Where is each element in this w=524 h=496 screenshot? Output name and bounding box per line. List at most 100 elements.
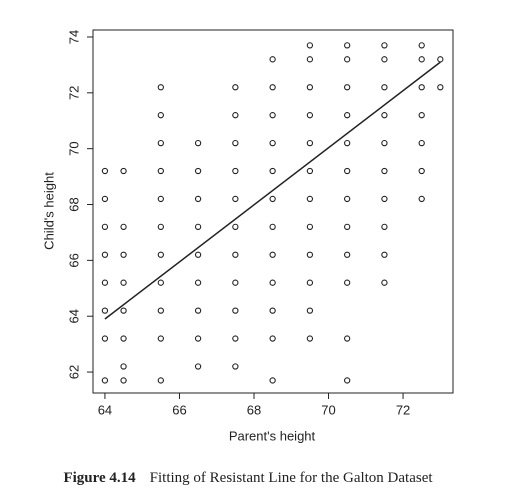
y-tick-label: 74 (66, 30, 81, 44)
point (120, 223, 127, 231)
point (437, 84, 444, 91)
point (306, 112, 314, 119)
point (194, 307, 202, 314)
point (269, 279, 276, 286)
point (306, 223, 314, 231)
point (120, 251, 127, 258)
point (344, 42, 351, 49)
point (344, 335, 351, 342)
point (344, 279, 351, 286)
plot-frame (92, 29, 454, 394)
point (306, 84, 314, 91)
point (418, 167, 425, 175)
point (381, 112, 388, 119)
point (306, 139, 314, 147)
point (232, 279, 239, 286)
point (344, 56, 351, 63)
point (306, 335, 314, 342)
point (157, 139, 164, 147)
point (157, 307, 164, 314)
point (306, 279, 314, 286)
point (381, 42, 388, 49)
point (269, 167, 276, 175)
point (157, 84, 164, 91)
point (101, 307, 109, 314)
point (157, 112, 164, 119)
point (344, 84, 351, 91)
point (101, 167, 109, 175)
point (269, 56, 276, 63)
x-axis-label: Parent's height (229, 428, 316, 443)
point (157, 335, 164, 342)
point (157, 251, 164, 258)
point (344, 223, 351, 231)
point (232, 335, 239, 342)
point (269, 195, 276, 203)
fit-line (104, 61, 441, 320)
point (194, 139, 202, 147)
point (344, 377, 351, 384)
point (344, 139, 351, 147)
point (157, 195, 164, 203)
point (194, 223, 202, 231)
point (120, 335, 127, 342)
y-tick-label: 64 (66, 309, 81, 323)
point (101, 195, 109, 203)
point (418, 56, 425, 63)
point (157, 223, 164, 231)
point (101, 223, 109, 231)
point (269, 223, 276, 231)
point (344, 195, 351, 203)
y-tick-label: 62 (66, 365, 81, 379)
point (381, 251, 388, 258)
caption-label: Figure 4.14 (63, 470, 136, 486)
point (120, 377, 127, 384)
x-tick-label: 72 (396, 402, 410, 417)
point (101, 251, 109, 258)
point (101, 335, 109, 342)
point (306, 251, 314, 258)
point (232, 223, 239, 231)
point (306, 167, 314, 175)
point (232, 195, 239, 203)
point (157, 377, 164, 384)
x-tick-label: 68 (247, 402, 261, 417)
point (381, 195, 388, 203)
point (418, 139, 425, 147)
point (344, 167, 351, 175)
y-axis-label: Child's height (41, 172, 56, 250)
point (157, 279, 164, 286)
point (381, 56, 388, 63)
y-tick-label: 72 (66, 86, 81, 100)
point (269, 307, 276, 314)
point (101, 377, 109, 384)
point (120, 307, 127, 314)
point (232, 139, 239, 147)
point (232, 363, 239, 370)
point (306, 195, 314, 203)
point (157, 167, 164, 175)
point (269, 377, 276, 384)
point (269, 112, 276, 119)
point (101, 279, 109, 286)
point (120, 363, 127, 370)
point (269, 84, 276, 91)
point (232, 112, 239, 119)
point (194, 335, 202, 342)
point (344, 112, 351, 119)
point (194, 279, 202, 286)
point (269, 139, 276, 147)
point (232, 307, 239, 314)
point (120, 167, 127, 175)
point (194, 251, 202, 258)
point (306, 56, 314, 63)
y-tick-label: 66 (66, 253, 81, 267)
point (269, 335, 276, 342)
point (418, 84, 425, 91)
point (381, 84, 388, 91)
point (381, 167, 388, 175)
x-tick-label: 64 (98, 402, 112, 417)
y-tick-label: 68 (66, 197, 81, 211)
point (194, 195, 202, 203)
